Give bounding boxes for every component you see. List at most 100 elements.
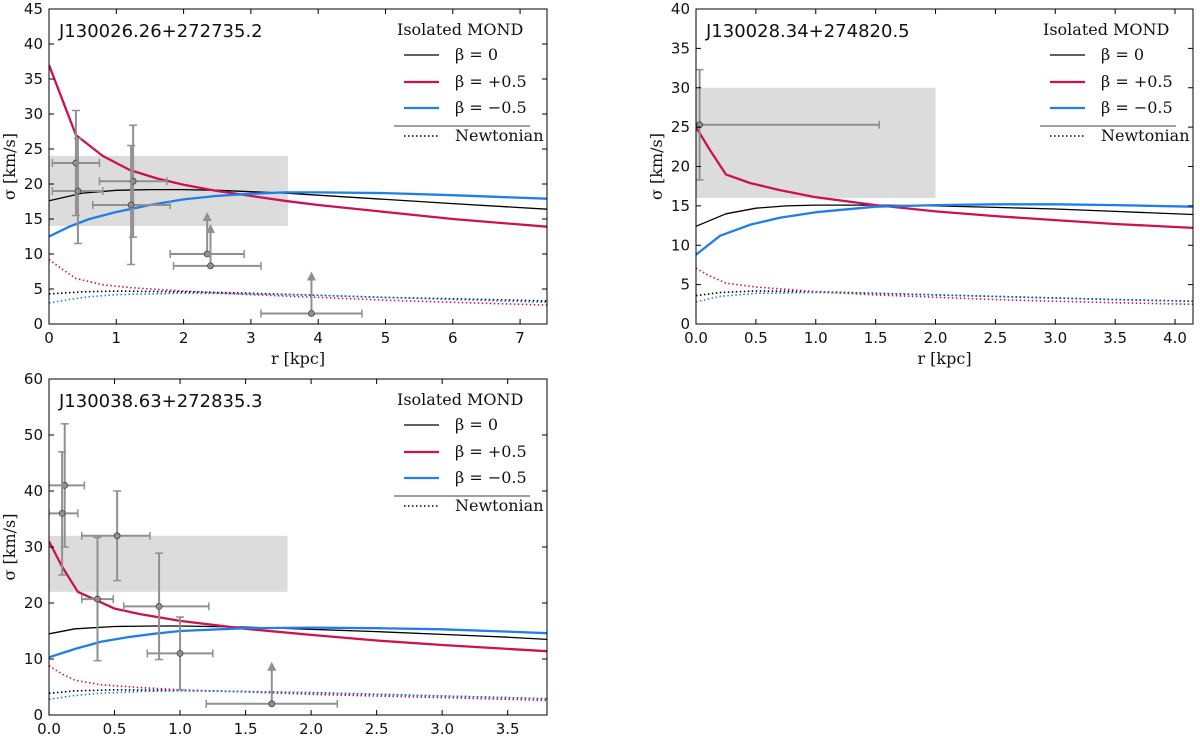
mond-curve-beta_minus	[49, 191, 547, 238]
newtonian-curve-beta_plus	[49, 665, 547, 702]
x-tick-label: 1.0	[168, 720, 192, 738]
mond-curve-beta_plus	[696, 126, 1193, 230]
y-tick-label: 15	[24, 210, 43, 228]
data-point	[51, 137, 104, 245]
mond-curve-beta_minus	[49, 626, 547, 659]
y-tick-label: 40	[24, 482, 43, 500]
y-tick-label: 30	[671, 79, 690, 97]
plot-area	[696, 68, 1193, 306]
legend-label: β = 0	[455, 45, 498, 64]
data-point-marker	[268, 700, 276, 708]
lower-limit-arrow-head	[267, 661, 277, 671]
legend-title: Isolated MOND	[397, 20, 523, 39]
lower-limit-arrow-head	[202, 212, 212, 221]
data-point-marker	[203, 250, 211, 258]
y-tick-label: 10	[671, 236, 690, 254]
x-tick-label: 7	[515, 329, 525, 347]
x-tick-label: 2.0	[924, 329, 948, 347]
x-tick-label: 3.5	[496, 720, 520, 738]
y-tick-label: 0	[33, 706, 43, 724]
y-tick-label: 35	[671, 39, 690, 57]
newtonian-curve-beta_minus	[49, 690, 547, 701]
data-point-marker	[74, 187, 82, 195]
y-tick-label: 60	[24, 370, 43, 388]
data-point-marker	[176, 650, 184, 657]
y-tick-label: 40	[24, 35, 43, 53]
data-point	[81, 490, 151, 582]
x-tick-label: 6	[448, 329, 458, 347]
y-tick-label: 20	[24, 175, 43, 193]
panel-title: J130038.63+272835.3	[58, 391, 263, 412]
x-axis-label: r [kpc]	[271, 349, 325, 368]
newtonian-curve-beta0	[49, 290, 547, 302]
y-tick-label: 50	[24, 426, 43, 444]
y-axis-label: σ [km/s]	[647, 133, 666, 200]
legend-title: Isolated MOND	[397, 390, 523, 409]
y-tick-label: 20	[24, 594, 43, 612]
legend: Isolated MOND β = 0 β = +0.5 β = −0.5 Newton…	[394, 20, 544, 145]
y-tick-label: 10	[24, 650, 43, 668]
newtonian-curve-beta_plus	[696, 267, 1193, 306]
legend: Isolated MOND β = 0 β = +0.5 β = −0.5 Newton…	[1040, 20, 1190, 145]
legend-label: β = 0	[1101, 45, 1144, 64]
data-point	[146, 616, 214, 691]
plot-area	[49, 64, 547, 318]
data-point	[91, 144, 171, 266]
y-tick-label: 35	[24, 70, 43, 88]
legend-label: β = −0.5	[455, 98, 527, 117]
x-tick-label: 0.5	[744, 329, 768, 347]
legend-label: Newtonian	[1101, 126, 1190, 145]
data-point	[49, 451, 79, 576]
data-point	[49, 423, 86, 548]
mond-curve-beta0	[49, 188, 547, 210]
data-point	[172, 223, 262, 270]
legend-label: β = +0.5	[455, 442, 527, 461]
data-point-marker	[127, 201, 135, 209]
x-tick-label: 4	[313, 329, 323, 347]
legend-label: Newtonian	[455, 496, 544, 515]
x-tick-label: 2.5	[365, 720, 389, 738]
mond-curve-beta_minus	[696, 203, 1193, 256]
data-point	[81, 536, 114, 662]
data-point-marker	[94, 595, 101, 603]
data-point-marker	[155, 602, 163, 610]
data-point-marker	[113, 532, 121, 540]
x-tick-label: 2.0	[299, 720, 323, 738]
data-point-marker	[308, 310, 315, 317]
x-tick-label: 3	[246, 329, 256, 347]
x-axis-label: r [kpc]	[917, 349, 971, 368]
y-tick-label: 20	[671, 158, 690, 176]
y-tick-label: 45	[24, 0, 43, 18]
x-tick-label: 0.5	[103, 720, 127, 738]
y-tick-label: 10	[24, 245, 43, 263]
legend-title: Isolated MOND	[1043, 20, 1169, 39]
data-point	[260, 271, 363, 318]
y-tick-label: 0	[33, 315, 43, 333]
y-tick-label: 15	[671, 197, 690, 215]
y-tick-label: 30	[24, 105, 43, 123]
data-point	[205, 661, 339, 708]
x-tick-label: 0.0	[684, 329, 708, 347]
x-tick-label: 2.5	[983, 329, 1007, 347]
shaded-region	[696, 87, 936, 198]
x-tick-label: 1.5	[234, 720, 258, 738]
newtonian-curve-beta0	[49, 688, 547, 700]
lower-limit-arrow-head	[306, 271, 316, 281]
legend-label: β = −0.5	[1101, 98, 1173, 117]
data-point	[169, 212, 245, 258]
newtonian-curve-beta_minus	[49, 292, 547, 304]
data-point-marker	[58, 510, 66, 517]
data-point-marker	[207, 262, 214, 270]
y-axis-label: σ [km/s]	[0, 133, 19, 200]
x-tick-label: 0	[44, 329, 54, 347]
x-tick-label: 4.0	[1163, 329, 1187, 347]
mond-curve-beta_plus	[49, 64, 547, 228]
x-tick-label: 2	[179, 329, 189, 347]
y-axis-label: σ [km/s]	[0, 514, 19, 581]
x-tick-label: 3.5	[1103, 329, 1127, 347]
data-point-marker	[696, 121, 703, 129]
axes-frame	[48, 8, 548, 325]
y-tick-label: 5	[680, 276, 690, 294]
legend: Isolated MOND β = 0 β = +0.5 β = −0.5 Newton…	[394, 390, 544, 515]
